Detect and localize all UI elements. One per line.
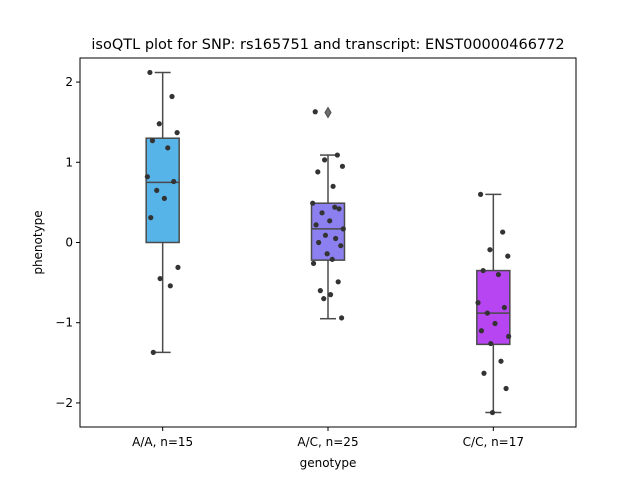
data-point [317, 288, 323, 294]
data-point [174, 130, 180, 136]
data-point [324, 251, 330, 257]
data-point [334, 152, 340, 158]
data-point [492, 320, 498, 327]
data-point [327, 292, 334, 298]
y-tick-label: −2 [55, 396, 73, 410]
data-point [154, 187, 160, 193]
data-point [503, 385, 509, 392]
axes: −2 −1 0 1 2 A/A, n=15 A/C, n=25 C/C, n=17 [55, 75, 524, 449]
data-point [149, 138, 156, 144]
data-point [169, 93, 175, 100]
data-point [322, 157, 328, 163]
data-point [327, 218, 333, 224]
data-point [495, 271, 502, 278]
data-point [316, 239, 322, 246]
box-group [476, 193, 511, 414]
outlier-marker [324, 106, 332, 119]
x-tick-label: C/C, n=17 [463, 435, 524, 449]
data-point [475, 300, 481, 306]
data-point [165, 145, 171, 151]
data-point [330, 183, 336, 189]
x-tick-label: A/C, n=25 [297, 435, 358, 449]
y-axis-label: phenotype [31, 210, 45, 274]
box-group [310, 106, 346, 320]
box-group [145, 71, 180, 354]
data-point [321, 296, 327, 302]
data-point [147, 69, 153, 76]
data-point [333, 235, 339, 242]
data-point [312, 109, 318, 115]
data-point [478, 328, 485, 334]
data-point [498, 358, 504, 364]
data-point [489, 409, 496, 416]
data-point [505, 253, 511, 259]
data-point [339, 163, 346, 169]
data-point [322, 232, 329, 238]
data-point [338, 243, 344, 249]
data-point [332, 204, 338, 210]
data-point [156, 121, 162, 127]
x-tick-label: A/A, n=15 [132, 435, 193, 449]
data-point [315, 169, 321, 175]
data-point [150, 349, 156, 355]
data-point [144, 174, 150, 180]
data-point [313, 222, 319, 228]
chart-title: isoQTL plot for SNP: rs165751 and transc… [91, 37, 564, 53]
x-axis-label: genotype [300, 456, 357, 470]
data-point [329, 256, 335, 262]
data-point [171, 178, 177, 185]
data-point [157, 275, 163, 282]
data-point [480, 267, 486, 274]
data-point [477, 191, 484, 197]
data-point [506, 333, 512, 339]
data-point [148, 215, 154, 221]
plot-area [144, 69, 512, 416]
data-point [310, 200, 316, 206]
data-point [167, 283, 173, 289]
data-point [175, 264, 181, 270]
data-point [161, 195, 167, 201]
data-point [336, 206, 342, 212]
data-point [319, 210, 325, 216]
data-point [500, 229, 506, 235]
data-point [335, 279, 341, 285]
box-iqr [310, 202, 346, 261]
y-tick-label: 1 [65, 155, 73, 169]
box-iqr [145, 137, 180, 244]
data-point [484, 310, 490, 316]
data-point [487, 247, 493, 253]
y-tick-label: 0 [65, 236, 73, 250]
y-tick-label: 2 [65, 75, 73, 89]
data-point [488, 340, 494, 347]
data-point [481, 370, 487, 376]
data-point [340, 226, 346, 232]
plot-frame [79, 57, 577, 428]
data-point [310, 260, 317, 266]
data-point [339, 315, 345, 321]
y-tick-label: −1 [55, 316, 73, 330]
data-point [501, 304, 507, 311]
